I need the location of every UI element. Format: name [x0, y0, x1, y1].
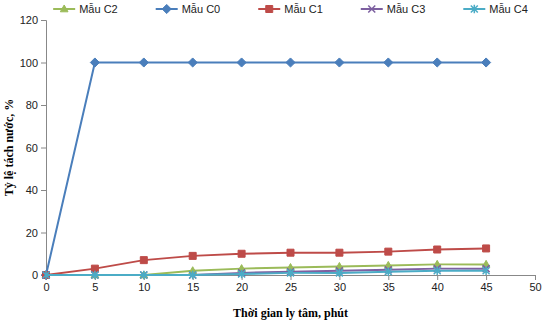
x-tick-label: 25	[285, 281, 297, 293]
legend-label: Mẫu C0	[182, 3, 221, 15]
x-tick-label: 50	[529, 281, 541, 293]
y-tick-label: 80	[26, 99, 38, 111]
x-tick: 25	[285, 275, 297, 293]
y-tick-label: 40	[26, 184, 38, 196]
x-tick: 40	[432, 275, 444, 293]
legend-item: Mẫu C1	[258, 3, 323, 15]
series	[43, 245, 490, 279]
chart: 0 5 10 15 20 25 30 35 40 45 50 0 20 40 60 80 100 120 Thời …	[0, 0, 552, 325]
marker	[482, 58, 491, 67]
legend-marker	[368, 6, 375, 13]
y-tick-label: 120	[20, 14, 38, 26]
series-line	[46, 271, 486, 275]
plot-area: 0 5 10 15 20 25 30 35 40 45 50 0 20 40 60 80 100 120	[20, 14, 542, 293]
legend-item: Mẫu C3	[361, 3, 426, 15]
marker	[43, 271, 50, 279]
y-tick-label: 60	[26, 142, 38, 154]
series-line	[46, 248, 486, 275]
x-tick-label: 20	[236, 281, 248, 293]
y-tick-mark	[41, 233, 46, 234]
y-tick: 80	[26, 99, 46, 111]
legend-label: Mẫu C3	[387, 3, 426, 15]
x-tick-label: 45	[480, 281, 492, 293]
x-axis-title: Thời gian ly tâm, phút	[233, 306, 348, 320]
x-tick-label: 10	[138, 281, 150, 293]
marker	[139, 58, 148, 67]
marker	[238, 270, 245, 278]
y-tick-mark	[41, 148, 46, 149]
marker	[91, 271, 98, 279]
x-tick: 45	[480, 275, 492, 293]
x-tick: 35	[383, 275, 395, 293]
y-tick: 120	[20, 14, 46, 26]
series-group	[41, 58, 490, 280]
marker	[189, 252, 196, 259]
x-tick-label: 0	[43, 281, 49, 293]
marker	[385, 268, 392, 276]
x-tick-mark	[437, 275, 438, 280]
legend-marker	[471, 5, 478, 13]
marker	[335, 58, 344, 67]
marker	[237, 58, 246, 67]
marker	[336, 269, 343, 277]
marker	[286, 58, 295, 67]
marker	[189, 271, 196, 279]
x-tick-label: 40	[432, 281, 444, 293]
y-axis-line	[41, 21, 47, 276]
marker	[483, 245, 490, 252]
marker	[140, 257, 147, 264]
legend-label: Mẫu C1	[284, 3, 323, 15]
marker	[483, 267, 490, 275]
y-tick-label: 20	[26, 227, 38, 239]
marker	[336, 249, 343, 256]
marker	[385, 248, 392, 255]
x-tick-mark	[486, 275, 487, 280]
legend-marker	[266, 6, 273, 13]
marker	[434, 267, 441, 275]
y-tick-mark	[41, 105, 46, 106]
x-axis: 0 5 10 15 20 25 30 35 40 45 50	[43, 275, 541, 293]
series-line	[46, 63, 486, 276]
x-tick-label: 15	[187, 281, 199, 293]
legend-item: Mẫu C2	[53, 3, 118, 15]
y-tick: 60	[26, 142, 46, 154]
series	[41, 58, 490, 280]
y-tick-mark	[41, 20, 46, 21]
y-tick: 100	[20, 57, 46, 69]
y-tick-label: 100	[20, 57, 38, 69]
marker	[188, 58, 197, 67]
x-tick-mark	[535, 275, 536, 280]
series	[43, 265, 490, 278]
legend-label: Mẫu C4	[489, 3, 528, 15]
marker	[433, 58, 442, 67]
legend-item: Mẫu C0	[156, 3, 221, 15]
marker	[90, 58, 99, 67]
series	[43, 267, 490, 280]
legend-marker	[162, 4, 171, 13]
x-tick-label: 35	[383, 281, 395, 293]
x-tick: 50	[529, 275, 541, 293]
legend-label: Mẫu C2	[79, 3, 118, 15]
legend-marker	[60, 5, 68, 12]
legend: Mẫu C2 Mẫu C0 Mẫu C1 Mẫu C3 Mẫu C4	[53, 3, 528, 15]
x-tick-label: 30	[334, 281, 346, 293]
marker	[238, 250, 245, 257]
y-tick: 40	[26, 184, 46, 196]
y-axis-title: Tỷ lệ tách nước, %	[2, 99, 16, 197]
series	[42, 260, 490, 277]
legend-item: Mẫu C4	[463, 3, 528, 15]
y-tick-mark	[41, 190, 46, 191]
y-axis: 0 20 40 60 80 100 120	[20, 14, 47, 281]
x-tick-label: 5	[92, 281, 98, 293]
marker	[140, 271, 147, 279]
y-tick-label: 0	[32, 269, 38, 281]
marker	[287, 249, 294, 256]
marker	[384, 58, 393, 67]
y-tick: 20	[26, 227, 46, 239]
y-tick-mark	[41, 63, 46, 64]
marker	[434, 246, 441, 253]
marker	[287, 269, 294, 277]
x-tick: 30	[334, 275, 346, 293]
series-line	[46, 269, 486, 275]
